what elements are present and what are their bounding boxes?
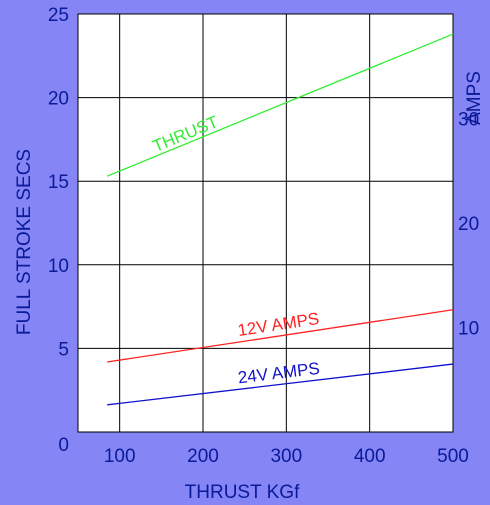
y-axis-label-right: AMPS: [464, 71, 485, 125]
x-tick-label: 200: [187, 446, 219, 467]
series-line-thrust: [106, 33, 454, 177]
y-axis-label-left: FULL STROKE SECS: [14, 149, 35, 335]
series-line-24v-amps: [107, 363, 454, 406]
y-tick-label-left: 0: [58, 435, 69, 456]
y-tick-label-right: 20: [458, 214, 479, 235]
y-tick-label-left: 20: [48, 89, 69, 110]
y-tick-label-left: 10: [48, 256, 69, 277]
plot-area: [77, 13, 454, 433]
x-tick-label: 300: [270, 446, 302, 467]
y-tick-label-left: 25: [48, 5, 69, 26]
x-tick-label: 400: [354, 446, 386, 467]
grid-lines: [78, 14, 453, 432]
y-tick-label-right: 30: [458, 110, 479, 131]
x-tick-label: 100: [104, 446, 136, 467]
y-tick-label-left: 5: [58, 339, 69, 360]
x-tick-label: 500: [437, 446, 469, 467]
y-tick-label-right: 10: [458, 319, 479, 340]
y-tick-label-left: 15: [48, 172, 69, 193]
x-axis-label: THRUST KGf: [185, 482, 300, 503]
series-line-12v-amps: [107, 309, 454, 363]
tick-labels: 100 200 300 400 500 0 5 10 15 20 25 10 20 30: [48, 5, 479, 467]
